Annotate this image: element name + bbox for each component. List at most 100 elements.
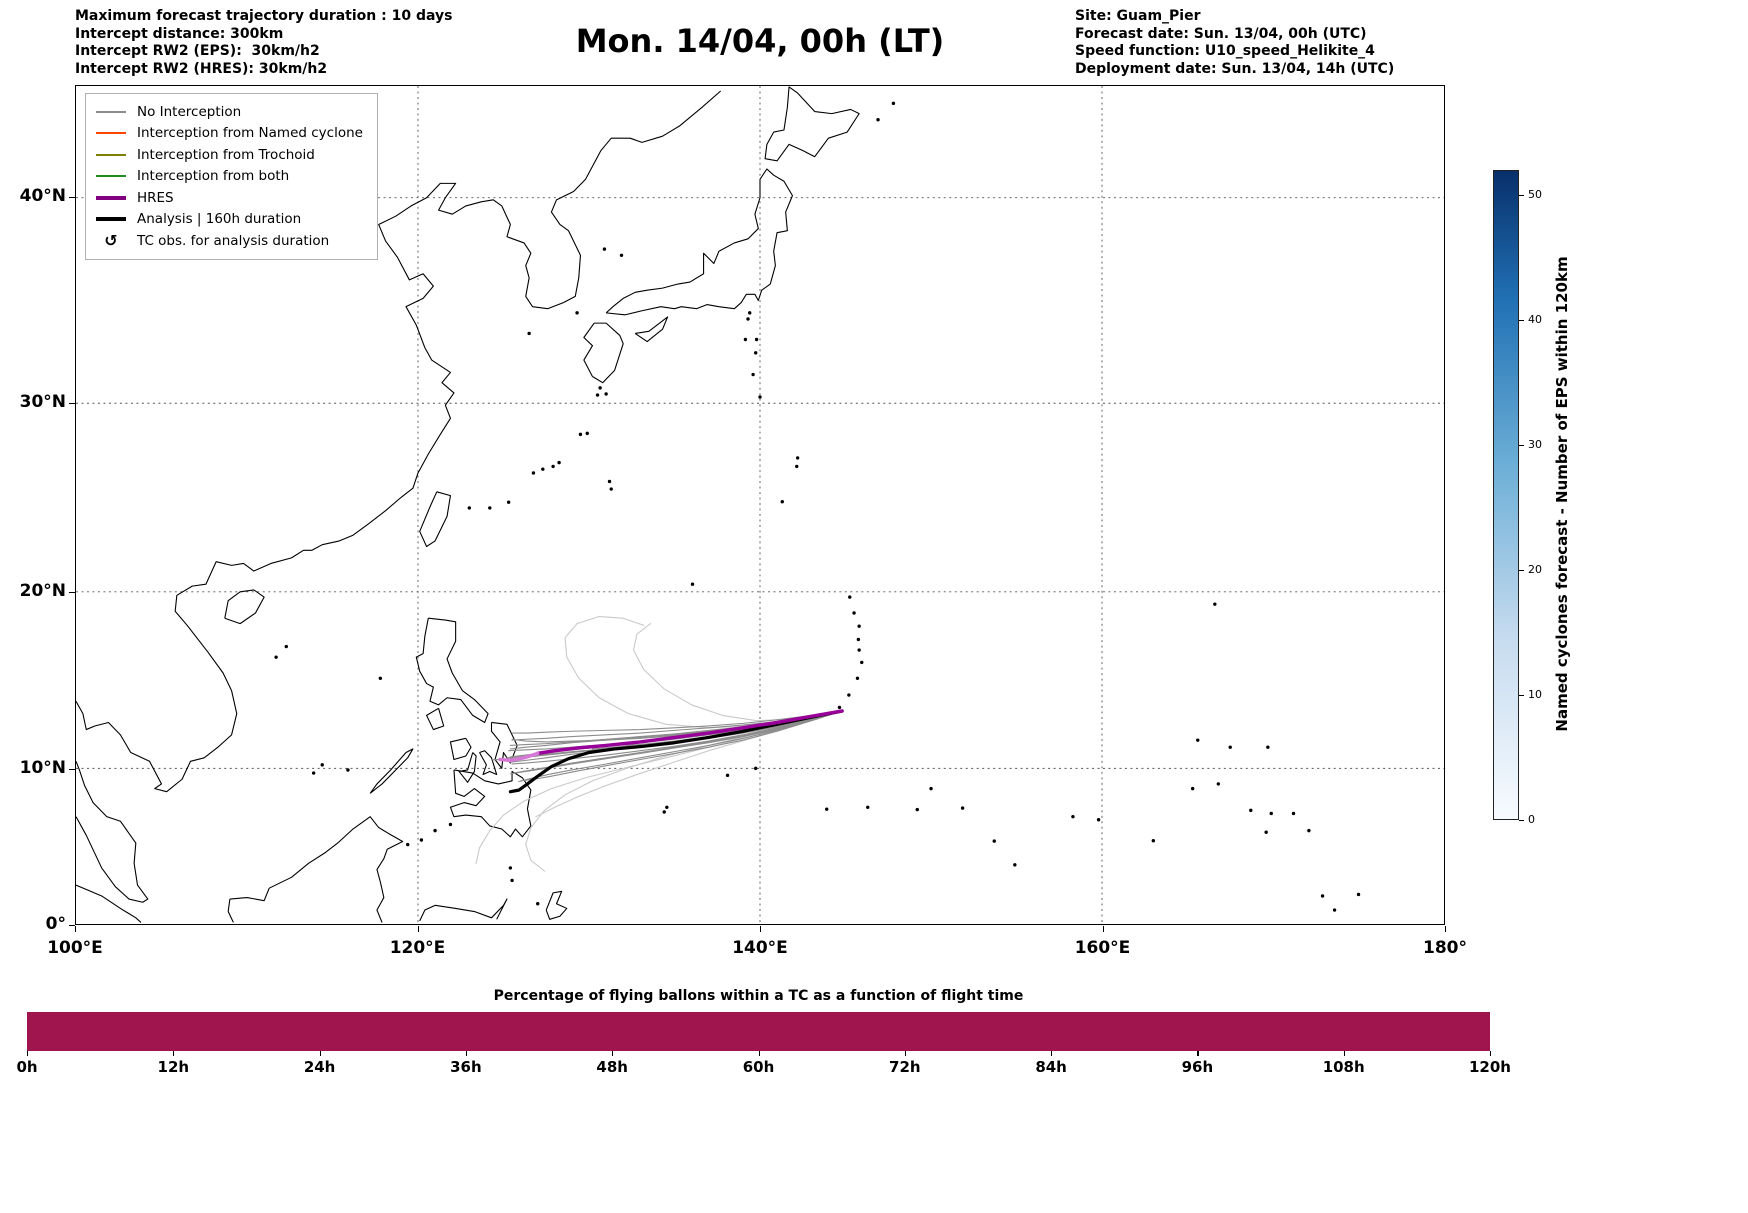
island-dot xyxy=(527,331,531,336)
axis-tick xyxy=(69,592,75,594)
island-dot xyxy=(378,676,383,680)
axis-tick xyxy=(612,1051,614,1056)
island-dot xyxy=(541,467,545,471)
coastline xyxy=(76,884,142,923)
island-dot xyxy=(595,393,600,397)
legend-line-swatch xyxy=(96,175,126,178)
colorbar-tick-label: 50 xyxy=(1528,188,1542,201)
track-no-interception xyxy=(511,710,843,765)
island-dot xyxy=(876,118,880,122)
island-dot xyxy=(795,456,800,460)
coastline xyxy=(426,707,445,731)
colorbar-tick-label: 40 xyxy=(1528,313,1542,326)
track-eps-members-low-weight xyxy=(564,615,843,729)
island-dot xyxy=(1151,839,1156,843)
flight-time-tick-label: 36h xyxy=(450,1058,482,1076)
island-dot xyxy=(780,500,784,504)
island-dot xyxy=(825,807,829,811)
island-dot xyxy=(754,766,758,771)
coastline xyxy=(458,752,477,783)
island-dot xyxy=(929,786,933,791)
flight-time-tick-label: 48h xyxy=(596,1058,628,1076)
island-dot xyxy=(1332,908,1337,912)
axis-tick xyxy=(1445,926,1447,932)
island-dot xyxy=(1228,745,1232,749)
legend-label: Interception from both xyxy=(137,168,290,185)
island-dot xyxy=(536,902,540,906)
lon-tick-label: 180° xyxy=(1423,938,1467,958)
island-dot xyxy=(1307,828,1311,833)
island-dot xyxy=(488,506,492,510)
track-no-interception xyxy=(509,710,843,775)
header-setting-line: Intercept distance: 300km xyxy=(75,25,284,42)
colorbar-tick xyxy=(1519,695,1524,697)
flight-time-tick-label: 60h xyxy=(742,1058,775,1076)
legend-label: Interception from Named cyclone xyxy=(137,125,363,142)
coastline xyxy=(545,890,568,920)
coastline xyxy=(479,750,498,776)
colorbar-tick xyxy=(1519,195,1524,197)
track-analysis-160h-duration xyxy=(508,709,844,794)
track-hres xyxy=(535,709,844,756)
lon-tick-label: 160°E xyxy=(1074,938,1131,958)
island-dot xyxy=(320,763,324,767)
colorbar-label: Named cyclones forecast - Number of EPS … xyxy=(1553,256,1571,732)
axis-tick xyxy=(904,1051,906,1056)
map-panel: No Interception Interception from Named c… xyxy=(75,85,1445,925)
header-info-line: Site: Guam_Pier xyxy=(1075,8,1201,24)
island-dot xyxy=(1266,745,1270,749)
lat-tick-label: 0° xyxy=(45,914,66,934)
flight-time-tick-label: 96h xyxy=(1181,1058,1214,1076)
flight-time-tick-label: 0h xyxy=(16,1058,38,1076)
axis-tick xyxy=(69,769,75,771)
island-dot xyxy=(448,822,453,827)
island-dot xyxy=(1269,811,1273,816)
island-dot xyxy=(1249,808,1253,813)
island-dot xyxy=(311,771,316,775)
island-dot xyxy=(856,637,861,642)
colorbar xyxy=(1493,170,1519,820)
island-dot xyxy=(852,611,856,615)
island-dot xyxy=(847,693,851,697)
axis-tick xyxy=(465,1051,468,1056)
axis-tick xyxy=(69,925,75,927)
island-dot xyxy=(602,247,607,251)
coastline xyxy=(419,898,508,922)
track-no-interception xyxy=(520,710,843,782)
island-dot xyxy=(1213,602,1217,606)
map-canvas xyxy=(76,86,1444,924)
header-setting-line: Intercept RW2 (HRES): 30km/h2 xyxy=(75,60,328,77)
lat-tick-label: 40°N xyxy=(19,186,66,206)
lat-tick-label: 30°N xyxy=(19,392,66,412)
run-settings-block: Maximum forecast trajectory duration : 1… xyxy=(75,8,452,78)
legend-label: TC obs. for analysis duration xyxy=(137,232,330,249)
axis-tick xyxy=(1051,1051,1053,1056)
axis-tick xyxy=(417,926,419,932)
coastline xyxy=(229,816,404,923)
legend-item: Interception from Trochoid xyxy=(96,144,363,166)
flight-time-tick-label: 72h xyxy=(889,1058,921,1076)
island-dot xyxy=(406,842,410,847)
island-dot xyxy=(1013,863,1017,867)
axis-tick xyxy=(1197,1051,1199,1056)
legend-item: HRES xyxy=(96,187,363,209)
flight-time-bar xyxy=(27,1012,1490,1051)
island-dot xyxy=(551,464,555,469)
legend-label: HRES xyxy=(137,189,174,206)
island-dot xyxy=(992,839,996,843)
legend-item: Interception from both xyxy=(96,166,363,188)
island-dot xyxy=(1071,814,1075,819)
island-dot xyxy=(743,337,748,342)
track-no-interception xyxy=(511,710,843,734)
coastline xyxy=(369,748,414,794)
legend-item: ↺ TC obs. for analysis duration xyxy=(96,230,363,252)
track-eps-members-low-weight xyxy=(475,710,843,864)
island-dot xyxy=(857,648,861,652)
header-info-line: Forecast date: Sun. 13/04, 00h (UTC) xyxy=(1075,25,1367,42)
legend-line-swatch xyxy=(96,217,126,222)
island-dot xyxy=(346,768,350,772)
island-dot xyxy=(746,317,750,321)
island-dot xyxy=(607,479,612,484)
island-dot xyxy=(725,773,730,778)
